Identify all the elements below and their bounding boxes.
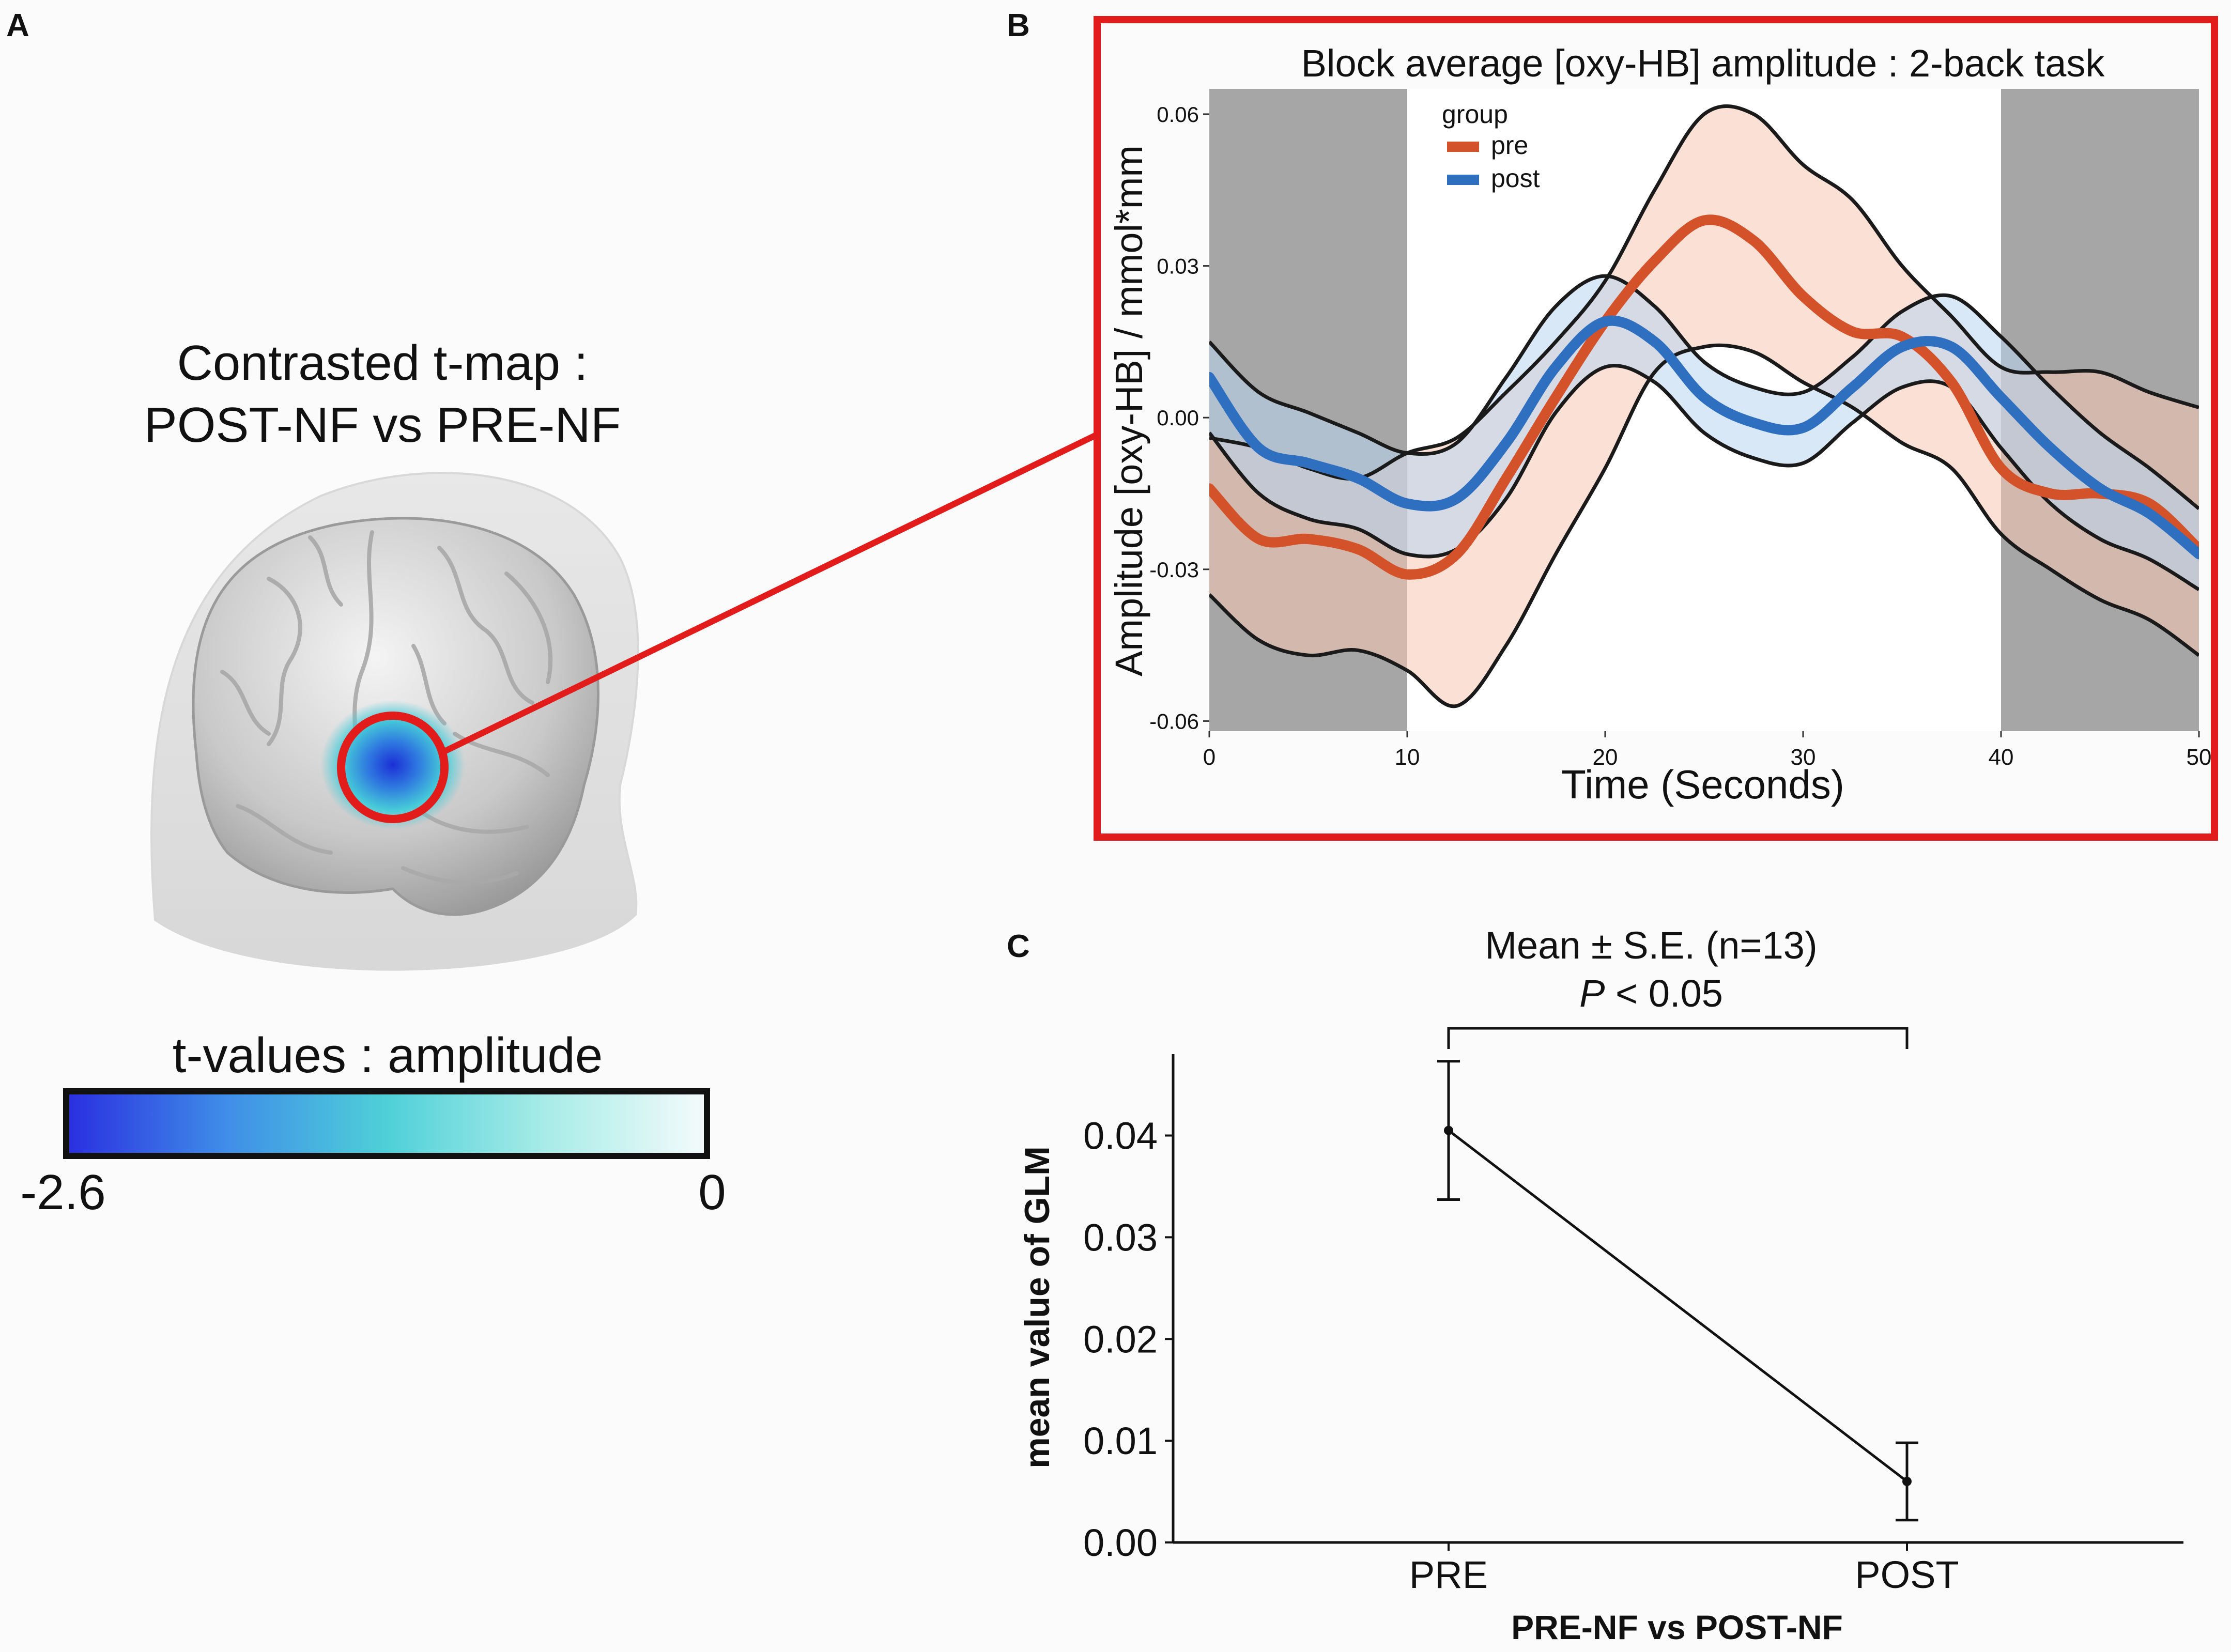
chart-c-significance: P < 0.05 [1579, 972, 1723, 1015]
panel-label-c: C [1007, 929, 1030, 964]
x-tick-label: 0 [1203, 745, 1215, 770]
chart-b-ylabel: Amplitude [oxy-HB] / mmol*mm [1107, 145, 1150, 676]
head-brain-illustration [150, 472, 639, 971]
panel-c-glm-chart: Mean ± S.E. (n=13) P < 0.05 0.00 0.01 0.02… [1018, 924, 2183, 1646]
y-tick-label: 0.02 [1083, 1318, 1158, 1361]
significance-bracket [1447, 1027, 1909, 1049]
x-tick-label: 40 [1989, 745, 2014, 770]
y-tick-label: 0.06 [1157, 102, 1199, 127]
significance-threshold: < 0.05 [1605, 972, 1723, 1015]
chart-b-xlabel: Time (Seconds) [1561, 762, 1844, 807]
chart-b-title: Block average [oxy-HB] amplitude : 2-bac… [1301, 42, 2105, 85]
legend-label-post: post [1491, 164, 1540, 193]
panel-label-b: B [1007, 8, 1030, 43]
significance-p: P [1579, 972, 1605, 1015]
band-post [1209, 276, 2199, 590]
x-tick-label: 20 [1593, 745, 1618, 770]
colorbar-title: t-values : amplitude [173, 1028, 603, 1083]
y-tick-label: -0.03 [1149, 558, 1199, 582]
legend-label-pre: pre [1491, 131, 1528, 160]
y-tick-label: 0.04 [1083, 1115, 1158, 1157]
y-tick-label: 0.03 [1157, 254, 1199, 279]
chart-c-title: Mean ± S.E. (n=13) [1485, 924, 1817, 967]
panel-a: Contrasted t-map : POST-NF vs PRE-NF [20, 335, 1100, 1220]
chart-b-legend: group pre post [1442, 100, 1540, 193]
x-tick-label: 30 [1791, 745, 1816, 770]
mean-point-pre [1444, 1125, 1453, 1135]
y-tick-label: 0.03 [1083, 1216, 1158, 1259]
series-line-post [1209, 315, 2199, 560]
y-tick-label: -0.06 [1149, 709, 1199, 733]
y-tick-label: 0.00 [1083, 1521, 1158, 1564]
band-upper-edge-post [1209, 274, 2199, 511]
band-upper-edge-pre [1209, 104, 2199, 481]
y-tick-label: 0.00 [1157, 406, 1199, 430]
tmap-title-line1: Contrasted t-map : [177, 335, 588, 391]
band-lower-edge-pre [1209, 343, 2199, 708]
x-tick-label: 50 [2187, 745, 2212, 770]
colorbar [63, 1088, 710, 1159]
x-tick-label-post: POST [1855, 1553, 1959, 1596]
legend-title: group [1442, 100, 1508, 129]
colorbar-min-label: -2.6 [20, 1165, 105, 1220]
colorbar-max-label: 0 [698, 1165, 726, 1220]
mean-point-post [1902, 1476, 1912, 1486]
series-line-pre [1209, 214, 2199, 580]
chart-c-ylabel: mean value of GLM [1018, 1146, 1057, 1468]
panel-label-a: A [6, 8, 29, 43]
y-tick-label: 0.01 [1083, 1419, 1158, 1462]
panel-b-highlight-frame [1094, 16, 2218, 841]
roi-highlight-circle [337, 712, 449, 823]
chart-c-xlabel: PRE-NF vs POST-NF [1511, 1608, 1843, 1646]
x-tick-label-pre: PRE [1409, 1553, 1488, 1596]
panel-b-time-course-chart: Block average [oxy-HB] amplitude : 2-bac… [1094, 16, 2218, 841]
tmap-title-line2: POST-NF vs PRE-NF [144, 397, 621, 453]
roi-connector-line [442, 431, 1100, 755]
mean-connector-line [1448, 1129, 1908, 1483]
x-tick-label: 10 [1395, 745, 1420, 770]
